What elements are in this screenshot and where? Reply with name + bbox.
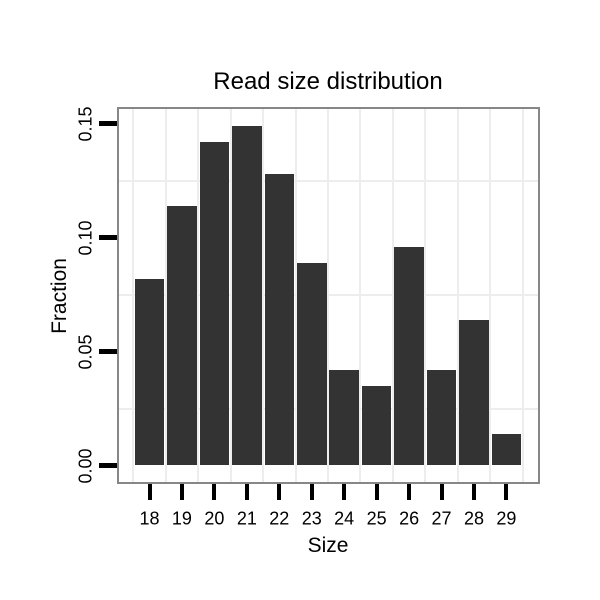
y-tick (99, 121, 117, 126)
minor-gridline-vertical (132, 109, 135, 482)
x-tick (212, 484, 217, 500)
bar-23 (297, 262, 327, 466)
x-tick-label: 21 (236, 508, 257, 529)
bar-29 (491, 433, 522, 466)
minor-gridline-horizontal (119, 179, 538, 182)
x-tick-label: 25 (366, 508, 387, 529)
minor-gridline-horizontal (119, 293, 538, 296)
x-tick-label: 23 (301, 508, 322, 529)
minor-gridline-vertical (521, 109, 524, 482)
y-tick-label: 0.00 (75, 447, 96, 484)
x-tick (244, 484, 249, 500)
y-tick (99, 463, 117, 468)
y-tick (99, 235, 117, 240)
minor-gridline-vertical (262, 109, 265, 482)
x-tick (277, 484, 282, 500)
plot-panel (117, 107, 540, 484)
bar-24 (329, 369, 359, 466)
minor-gridline-vertical (229, 109, 232, 482)
x-tick (472, 484, 476, 500)
bar-28 (459, 319, 489, 466)
x-tick (504, 484, 509, 500)
bar-22 (264, 173, 295, 466)
bar-18 (134, 278, 165, 466)
y-tick-label: 0.15 (75, 105, 96, 142)
minor-gridline-vertical (197, 109, 200, 482)
x-tick-label: 22 (269, 508, 290, 529)
minor-gridline-vertical (294, 109, 297, 482)
minor-gridline-vertical (359, 109, 362, 482)
x-tick (342, 484, 347, 500)
y-tick-label: 0.05 (75, 333, 96, 370)
bar-27 (426, 369, 457, 466)
y-tick-label: 0.10 (75, 219, 96, 256)
x-tick-label: 26 (399, 508, 420, 529)
x-tick-label: 24 (334, 508, 355, 529)
x-tick (407, 484, 412, 500)
x-axis-label: Size (307, 534, 349, 557)
x-tick-label: 19 (171, 508, 192, 529)
minor-gridline-vertical (456, 109, 459, 482)
chart-title: Read size distribution (213, 68, 443, 95)
bar-20 (199, 141, 230, 466)
x-tick (309, 484, 314, 500)
bar-21 (232, 125, 262, 466)
bar-19 (167, 205, 197, 466)
x-tick-label: 28 (463, 508, 485, 529)
x-tick-label: 20 (204, 508, 225, 529)
y-tick (99, 349, 117, 354)
x-tick-label: 29 (496, 508, 517, 529)
minor-gridline-horizontal (119, 407, 538, 410)
bar-26 (394, 246, 424, 466)
x-tick-label: 27 (431, 508, 452, 529)
y-axis-label: Fraction (48, 258, 71, 334)
x-tick (179, 484, 184, 500)
minor-gridline-vertical (424, 109, 427, 482)
minor-gridline-vertical (489, 109, 492, 482)
bar-25 (361, 385, 392, 466)
x-tick (439, 484, 444, 500)
x-tick (374, 484, 379, 500)
minor-gridline-vertical (326, 109, 329, 482)
minor-gridline-vertical (391, 109, 394, 482)
x-tick-label: 18 (139, 508, 160, 529)
x-tick (147, 484, 152, 500)
minor-gridline-vertical (164, 109, 167, 482)
